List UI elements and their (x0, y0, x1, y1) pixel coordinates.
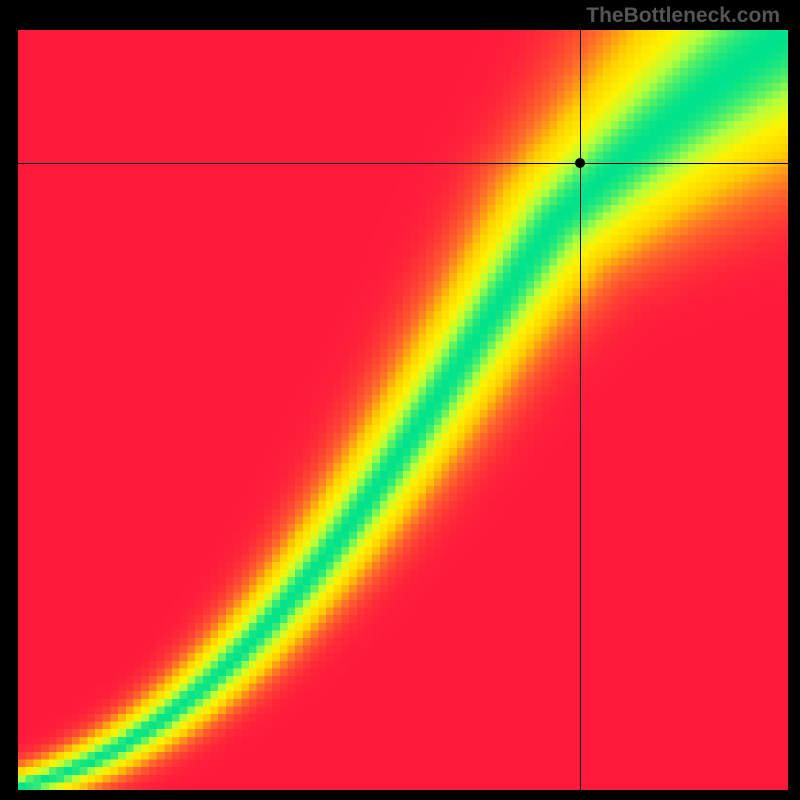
crosshair-marker (575, 158, 585, 168)
heatmap-canvas (18, 30, 788, 790)
attribution-text: TheBottleneck.com (586, 4, 780, 28)
crosshair-vertical (580, 30, 581, 790)
plot-area (18, 30, 788, 790)
chart-container: TheBottleneck.com (0, 0, 800, 800)
crosshair-horizontal (18, 163, 788, 164)
